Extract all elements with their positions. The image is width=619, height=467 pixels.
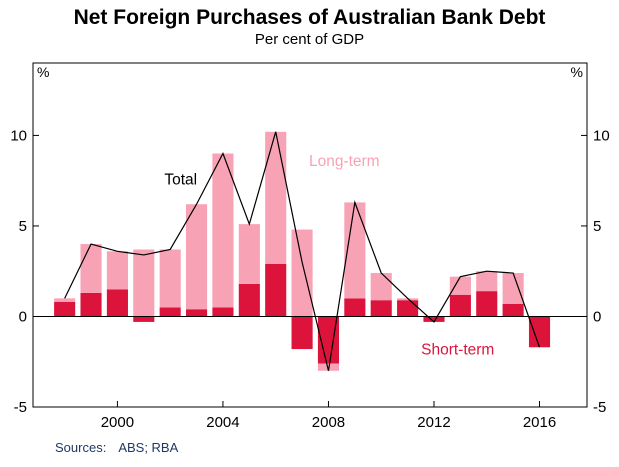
bar-segment-short-term <box>476 291 498 317</box>
bar-segment-short-term <box>344 298 366 317</box>
bar-segment-short-term <box>54 301 76 317</box>
bar-segment-short-term <box>80 292 102 317</box>
bar-segment-short-term <box>212 307 234 317</box>
bar-segment-short-term <box>186 309 208 317</box>
plot-border <box>32 62 588 408</box>
bar-segment-short-term <box>397 300 419 317</box>
y-tick-label-right: 0 <box>593 308 601 325</box>
bar-segment-long-term <box>54 298 76 302</box>
y-tick-label-left: 0 <box>19 308 27 325</box>
x-tick-label: 2000 <box>101 414 134 431</box>
bar-segment-long-term <box>186 204 208 310</box>
bar-segment-long-term <box>106 251 128 290</box>
bar-segment-short-term <box>370 300 392 317</box>
bar-segment-long-term <box>80 244 102 293</box>
sources-label: Sources: <box>55 440 107 455</box>
y-tick-label-left: 10 <box>10 127 27 144</box>
x-tick-label: 2016 <box>523 414 556 431</box>
bar-segment-long-term <box>212 153 234 308</box>
bar-segment-long-term <box>397 298 419 301</box>
bar-segment-long-term <box>133 249 155 317</box>
chart-canvas: -5 -5 0 0 5 5 10 10% % 2000 2004 2008 2012 2016 Total L… <box>10 62 610 431</box>
bar-segment-short-term <box>291 316 313 350</box>
bar-segment-short-term <box>265 263 287 317</box>
bar-segment-short-term <box>423 316 445 322</box>
y-tick-label-right: -5 <box>593 399 606 416</box>
y-tick-label-left: -5 <box>14 399 27 416</box>
chart-subtitle: Per cent of GDP <box>254 31 365 48</box>
annotation-total: Total <box>164 171 197 188</box>
x-tick-label: 2004 <box>206 414 239 431</box>
x-tick-label: 2012 <box>417 414 450 431</box>
y-tick-label-right: 5 <box>593 218 601 235</box>
bar-segment-short-term <box>159 307 181 317</box>
bar-segment-long-term <box>344 202 366 299</box>
bar-segment-long-term <box>159 249 181 308</box>
bar-segment-short-term <box>106 289 128 317</box>
bar-segment-short-term <box>133 316 155 322</box>
bar-segment-long-term <box>265 131 287 264</box>
bar-segment-short-term <box>317 316 340 364</box>
annotation-long-term: Long-term <box>309 153 380 170</box>
y-axis-unit-left: % <box>37 64 49 80</box>
bar-segment-short-term <box>502 303 524 317</box>
y-tick-label-right: 10 <box>593 127 610 144</box>
total-line <box>64 131 541 371</box>
x-tick-label: 2008 <box>312 414 345 431</box>
bar-segment-long-term <box>370 273 392 301</box>
bar-segment-short-term <box>449 294 471 317</box>
sources-value: ABS; RBA <box>118 440 179 455</box>
bar-segment-short-term <box>238 283 260 317</box>
bar-segment-long-term <box>476 271 498 292</box>
bar-segment-long-term <box>449 276 471 295</box>
annotation-short-term: Short-term <box>421 341 494 358</box>
chart-title: Net Foreign Purchases of Australian Bank… <box>73 6 546 29</box>
bar-segment-long-term <box>238 224 260 284</box>
y-axis-unit-right: % <box>571 64 583 80</box>
bar-segment-long-term <box>502 273 524 304</box>
sources-note: Sources: ABS; RBA <box>55 440 619 455</box>
y-tick-label-left: 5 <box>19 218 27 235</box>
bar-segment-long-term <box>291 229 313 317</box>
bar-segment-short-term <box>528 316 551 348</box>
